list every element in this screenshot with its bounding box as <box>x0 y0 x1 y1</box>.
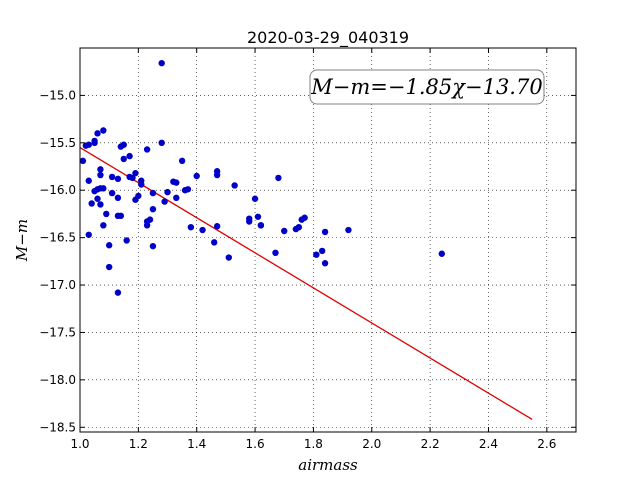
data-point <box>438 250 445 257</box>
y-axis-label: M−m <box>13 219 31 262</box>
data-point <box>161 198 168 205</box>
data-point <box>85 141 92 148</box>
x-axis-label: airmass <box>298 456 358 474</box>
points-layer <box>79 59 445 296</box>
data-point <box>313 251 320 258</box>
fit-annotation: M−m=−1.85χ−13.70 <box>309 69 545 105</box>
x-tick-label: 1.6 <box>246 437 265 451</box>
data-point <box>184 186 192 193</box>
data-point <box>79 157 87 165</box>
data-point <box>105 263 113 271</box>
grid-layer <box>79 48 576 432</box>
y-tick-label: −17.5 <box>39 325 76 339</box>
data-point <box>149 205 157 213</box>
data-point <box>129 174 136 182</box>
data-point <box>251 195 259 202</box>
data-point <box>321 260 329 267</box>
y-tick-label: −16.0 <box>39 183 76 197</box>
data-point <box>275 174 282 182</box>
data-point <box>103 210 110 218</box>
data-point <box>97 166 104 173</box>
data-point <box>295 224 303 231</box>
data-point <box>85 177 92 184</box>
fit-equation: M−m=−1.85χ−13.70 <box>310 75 542 99</box>
data-point <box>97 201 104 208</box>
y-tick-label: −16.5 <box>39 231 76 245</box>
x-tick-label: 2.4 <box>479 437 498 451</box>
data-point <box>281 227 288 235</box>
data-point <box>94 195 101 202</box>
data-point <box>149 242 157 250</box>
x-tick-labels: 1.0 1.2 1.4 1.6 1.8 2.0 2.2 2.4 2.6 <box>70 437 556 451</box>
x-tick-label: 2.6 <box>537 437 556 451</box>
data-point <box>158 139 165 147</box>
ticks-layer <box>79 48 576 432</box>
chart-title: 2020-03-29_040319 <box>247 28 409 48</box>
data-point <box>114 194 122 202</box>
data-point <box>257 222 265 229</box>
data-point <box>321 228 329 236</box>
data-point <box>213 223 221 230</box>
x-tick-label: 2.0 <box>362 437 381 451</box>
x-tick-label: 1.4 <box>187 437 206 451</box>
data-point <box>158 59 165 67</box>
data-point <box>225 254 232 261</box>
data-point <box>91 137 98 145</box>
data-point <box>187 224 195 231</box>
data-point <box>114 175 122 183</box>
y-tick-label: −15.5 <box>39 136 76 150</box>
data-point <box>100 127 107 134</box>
data-point <box>94 130 101 137</box>
data-point <box>117 212 125 220</box>
data-point <box>97 171 104 179</box>
data-point <box>246 215 253 222</box>
y-tick-label: −17.0 <box>39 278 76 292</box>
data-point <box>126 152 133 160</box>
data-point <box>149 189 157 197</box>
data-point <box>178 157 186 165</box>
y-tick-label: −18.0 <box>39 373 76 387</box>
data-point <box>164 188 171 196</box>
data-point <box>173 194 180 202</box>
y-tick-labels: −15.0 −15.5 −16.0 −16.5 −17.0 −17.5 −18.0 −18.5 <box>39 88 76 434</box>
data-point <box>135 192 142 200</box>
y-tick-label: −15.0 <box>39 88 76 102</box>
y-tick-label: −18.5 <box>39 420 76 434</box>
data-point <box>143 146 151 153</box>
data-point <box>120 141 127 148</box>
data-point <box>132 169 139 177</box>
data-point <box>100 222 107 229</box>
data-point <box>100 185 107 192</box>
data-point <box>231 182 238 189</box>
data-point <box>173 179 180 186</box>
data-point <box>123 237 130 244</box>
data-point <box>105 242 113 249</box>
plot-frame <box>79 47 577 433</box>
data-point <box>138 181 145 188</box>
data-point <box>211 239 218 246</box>
data-point <box>88 200 95 207</box>
data-point <box>120 155 127 163</box>
data-point <box>213 171 221 179</box>
data-point <box>318 247 326 255</box>
data-point <box>85 231 92 238</box>
data-point <box>254 213 262 220</box>
data-point <box>345 226 352 234</box>
data-point <box>114 289 122 296</box>
data-point <box>146 216 154 223</box>
x-tick-label: 2.2 <box>421 437 440 451</box>
annotation-box <box>309 69 545 105</box>
data-point <box>301 214 308 221</box>
data-point <box>108 189 116 197</box>
x-tick-label: 1.0 <box>70 437 89 451</box>
x-tick-label: 1.2 <box>129 437 148 451</box>
data-point <box>108 173 116 181</box>
x-tick-label: 1.8 <box>304 437 323 451</box>
data-point <box>193 172 200 180</box>
data-point <box>199 226 206 234</box>
data-point <box>272 249 279 256</box>
